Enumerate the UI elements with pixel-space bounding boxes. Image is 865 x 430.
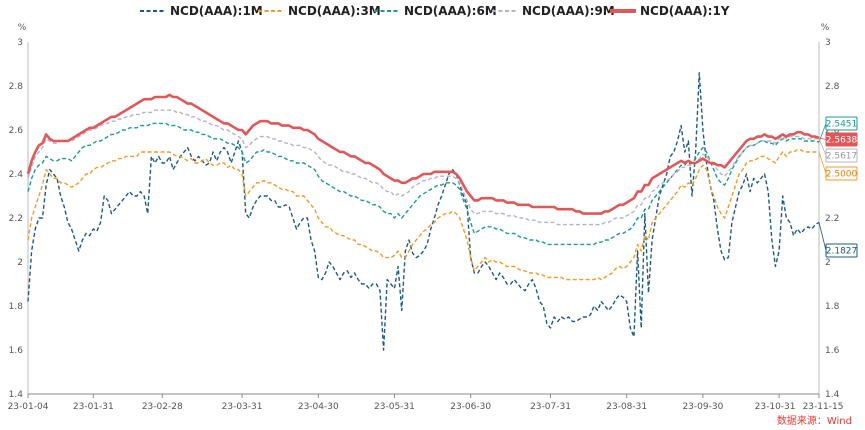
callout-leader-3 bbox=[818, 151, 827, 174]
legend: NCD(AAA):1M NCD(AAA):3M NCD(AAA):6M NCD(AAA… bbox=[140, 4, 730, 18]
callout-label-4: 2.1827 bbox=[826, 247, 858, 257]
y-tick-right-1: 1.6 bbox=[825, 346, 840, 356]
legend-label-2: NCD(AAA):6M bbox=[404, 4, 497, 18]
callout-box-1 bbox=[825, 132, 858, 147]
y-tick-right-4: 2.2 bbox=[825, 214, 839, 224]
series-lines bbox=[26, 72, 820, 351]
callout-box-4 bbox=[825, 243, 858, 258]
series-line-1 bbox=[27, 149, 819, 281]
y-tick-right-0: 1.4 bbox=[825, 390, 840, 400]
callout-leader-2 bbox=[818, 138, 827, 156]
y-tick-right-7: 2.8 bbox=[825, 82, 840, 92]
y-tick-left-3: 2 bbox=[17, 258, 23, 268]
x-tick-label-5: 23-05-31 bbox=[374, 402, 415, 412]
y-tick-right-2: 1.8 bbox=[825, 302, 840, 312]
end-value-callouts: 2.5451 2.5638 2.5617 2.5000 2.1827 bbox=[818, 116, 858, 258]
x-tick-label-10: 23-10-31 bbox=[755, 402, 796, 412]
y-tick-right-8: 3 bbox=[825, 38, 831, 48]
y-tick-right-3: 2 bbox=[825, 258, 831, 268]
callout-box-3 bbox=[825, 166, 858, 181]
callout-box-2 bbox=[825, 148, 858, 163]
callout-leader-1 bbox=[818, 137, 827, 140]
series-line-4 bbox=[26, 93, 820, 215]
x-tick-label-2: 23-02-28 bbox=[142, 402, 183, 412]
callout-leader-4 bbox=[818, 222, 827, 251]
series-line-0 bbox=[27, 72, 820, 351]
y-tick-left-7: 2.8 bbox=[9, 82, 24, 92]
legend-label-4: NCD(AAA):1Y bbox=[640, 4, 730, 18]
y-tick-left-0: 1.4 bbox=[9, 390, 24, 400]
legend-label-0: NCD(AAA):1M bbox=[170, 4, 263, 18]
x-tick-label-8: 23-08-31 bbox=[606, 402, 647, 412]
series-line-3 bbox=[27, 109, 820, 226]
callout-leader-0 bbox=[818, 123, 827, 143]
x-tick-label-7: 23-07-31 bbox=[530, 402, 571, 412]
callout-label-3: 2.5000 bbox=[826, 170, 858, 180]
callout-box-0 bbox=[825, 116, 858, 131]
x-tick-label-3: 23-03-31 bbox=[222, 402, 263, 412]
y-tick-left-1: 1.6 bbox=[9, 346, 24, 356]
callout-label-1: 2.5638 bbox=[826, 136, 858, 146]
y-tick-left-6: 2.6 bbox=[9, 126, 24, 136]
legend-label-3: NCD(AAA):9M bbox=[522, 4, 615, 18]
y-tick-left-4: 2.2 bbox=[9, 214, 23, 224]
source-note: 数据来源：Wind bbox=[777, 414, 852, 427]
right-y-unit: % bbox=[821, 23, 830, 33]
series-line-2 bbox=[27, 122, 820, 246]
y-tick-left-2: 1.8 bbox=[9, 302, 24, 312]
x-tick-label-0: 23-01-04 bbox=[8, 402, 49, 412]
y-tick-left-8: 3 bbox=[17, 38, 23, 48]
callout-label-0: 2.5451 bbox=[826, 120, 858, 130]
legend-label-1: NCD(AAA):3M bbox=[288, 4, 381, 18]
x-tick-label-11: 23-11-15 bbox=[803, 402, 844, 412]
x-tick-label-6: 23-06-30 bbox=[450, 402, 491, 412]
x-axis: 23-01-04 23-01-31 23-02-28 23-03-31 23-04-30… bbox=[8, 394, 844, 412]
left-y-unit: % bbox=[18, 23, 27, 33]
x-tick-label-4: 23-04-30 bbox=[298, 402, 339, 412]
callout-label-2: 2.5617 bbox=[826, 152, 858, 162]
y-tick-right-6: 2.6 bbox=[825, 126, 840, 136]
plot-area bbox=[27, 42, 820, 395]
right-y-axis: 1.41.61.822.22.42.62.83 bbox=[825, 38, 840, 400]
x-tick-label-9: 23-09-30 bbox=[682, 402, 723, 412]
y-tick-left-5: 2.4 bbox=[9, 170, 24, 180]
x-tick-label-1: 23-01-31 bbox=[73, 402, 114, 412]
left-y-axis: 1.4 1.6 1.8 2 2.2 2.4 2.6 2.8 3 bbox=[9, 38, 24, 400]
